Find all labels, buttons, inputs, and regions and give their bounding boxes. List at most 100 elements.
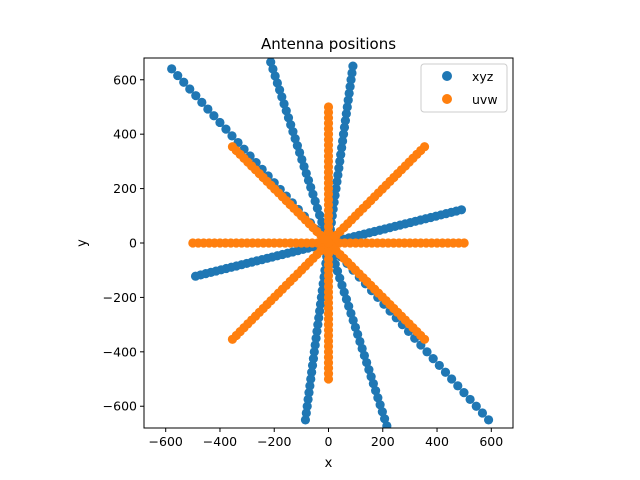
- uvw-point: [419, 334, 430, 344]
- x-tick-label: 200: [371, 434, 395, 449]
- xyz-point: [305, 381, 315, 391]
- xyz-point: [313, 320, 323, 330]
- xyz-point: [348, 61, 358, 71]
- xyz-point: [350, 322, 361, 332]
- xyz-point: [303, 394, 313, 405]
- data-points-layer: [167, 58, 494, 428]
- xyz-point: [338, 129, 349, 139]
- x-tick-label: 0: [325, 434, 333, 449]
- y-tick-label: 600: [113, 72, 137, 87]
- xyz-point: [339, 122, 350, 132]
- x-tick-label: −600: [149, 434, 183, 449]
- xyz-point: [362, 357, 372, 368]
- x-tick-label: −200: [257, 434, 291, 449]
- xyz-point: [355, 336, 365, 347]
- y-axis-ticks: −600 −400 −200 0 200 400 600: [103, 72, 144, 414]
- xyz-point: [339, 287, 349, 297]
- xyz-point: [191, 91, 201, 101]
- xyz-point: [379, 414, 390, 424]
- uvw-point: [323, 374, 334, 384]
- xyz-point: [279, 99, 289, 109]
- xyz-point: [315, 299, 326, 309]
- x-tick-label: −400: [203, 434, 237, 449]
- xyz-point: [368, 379, 378, 389]
- xyz-point: [190, 271, 201, 281]
- uvw-point: [459, 238, 469, 248]
- y-tick-label: −400: [103, 344, 137, 359]
- legend: xyz uvw: [420, 63, 508, 113]
- xyz-point: [301, 408, 311, 418]
- xyz-point: [477, 408, 488, 418]
- xyz-point: [301, 168, 311, 179]
- uvw-point: [188, 238, 198, 248]
- xyz-point: [295, 147, 305, 158]
- xyz-point: [173, 70, 183, 81]
- xyz-point: [315, 306, 325, 316]
- chart-title: Antenna positions: [261, 35, 396, 53]
- xyz-point: [215, 117, 225, 128]
- xyz-point: [353, 329, 363, 340]
- xyz-point: [434, 360, 444, 371]
- legend-marker-uvw: [442, 94, 452, 104]
- xyz-point: [306, 182, 316, 192]
- xyz-point: [197, 97, 207, 107]
- xyz-point: [209, 111, 219, 121]
- xyz-point: [334, 163, 344, 173]
- xyz-point: [266, 58, 276, 67]
- x-axis-ticks: −600 −400 −200 0 200 400 600: [149, 428, 503, 449]
- x-tick-label: 600: [479, 434, 503, 449]
- xyz-point: [348, 315, 358, 325]
- xyz-point: [203, 104, 213, 114]
- xyz-point: [422, 347, 432, 357]
- legend-label-uvw: uvw: [472, 92, 498, 107]
- xyz-point: [330, 259, 340, 269]
- xyz-point: [332, 266, 343, 276]
- xyz-point: [332, 177, 342, 187]
- xyz-point: [335, 273, 345, 283]
- xyz-point: [185, 84, 195, 94]
- xyz-point: [335, 156, 345, 166]
- xyz-point: [315, 210, 325, 220]
- xyz-point: [302, 401, 312, 411]
- xyz-point: [310, 340, 320, 350]
- xyz-point: [337, 136, 348, 146]
- xyz-point: [281, 106, 291, 116]
- xyz-point: [310, 196, 320, 206]
- xyz-point: [344, 88, 354, 98]
- xyz-point: [459, 388, 469, 398]
- uvw-point: [323, 102, 334, 112]
- uvw-point: [227, 334, 238, 344]
- xyz-point: [447, 374, 457, 384]
- xyz-point: [340, 115, 351, 126]
- xyz-point: [283, 113, 294, 123]
- xyz-point: [311, 333, 321, 343]
- y-axis-label: y: [75, 239, 90, 247]
- xyz-point: [306, 374, 316, 384]
- y-tick-label: −200: [103, 290, 137, 305]
- xyz-point: [359, 350, 369, 361]
- xyz-point: [297, 154, 307, 165]
- xyz-point: [341, 109, 351, 119]
- xyz-point: [440, 367, 451, 377]
- xyz-point: [300, 415, 311, 425]
- xyz-point: [471, 401, 481, 411]
- xyz-point: [342, 102, 352, 112]
- xyz-point: [483, 415, 494, 425]
- xyz-point: [299, 161, 309, 172]
- xyz-point: [377, 407, 387, 417]
- y-tick-label: 0: [129, 236, 137, 251]
- xyz-point: [167, 64, 177, 74]
- xyz-point: [309, 347, 319, 357]
- xyz-point: [290, 134, 300, 144]
- xyz-point: [333, 170, 343, 180]
- x-tick-label: 400: [425, 434, 449, 449]
- xyz-point: [337, 280, 347, 290]
- xyz-point: [346, 75, 356, 85]
- x-axis-label: x: [325, 456, 333, 471]
- xyz-point: [270, 71, 280, 81]
- xyz-point: [465, 394, 475, 405]
- xyz-point: [345, 81, 355, 92]
- xyz-point: [347, 68, 357, 78]
- xyz-point: [373, 393, 383, 403]
